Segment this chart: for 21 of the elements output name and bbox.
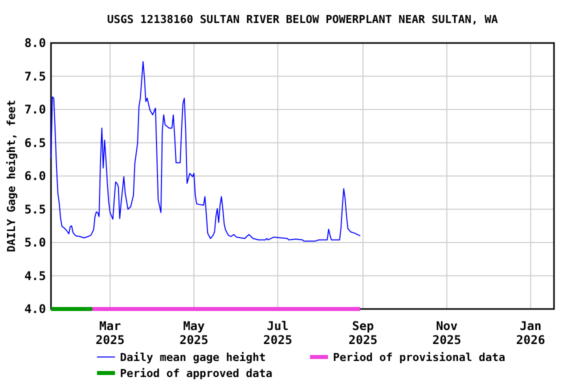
y-tick-label: 4.5	[24, 268, 46, 283]
line-series	[50, 61, 361, 242]
x-tick-label: Jan 2026	[516, 319, 546, 347]
y-tick-label: 7.0	[24, 102, 46, 116]
y-tick-label: 6.5	[24, 136, 46, 150]
chart-title: USGS 12138160 SULTAN RIVER BELOW POWERPLANT NEAR SULTAN, WA	[107, 13, 498, 26]
x-tick-label: Mar 2025	[96, 319, 125, 347]
legend-label: Daily mean gage height	[120, 351, 266, 364]
y-tick-label: 5.5	[24, 202, 46, 216]
legend-label: Period of provisional data	[333, 351, 506, 364]
y-tick-label: 5.0	[24, 236, 46, 250]
y-tick-label: 8.0	[24, 36, 46, 50]
y-tick-label: 4.0	[24, 302, 46, 316]
y-tick-label: 6.0	[24, 169, 46, 183]
y-axis-title: DAILY Gage height, feet	[5, 100, 18, 252]
legend-label: Period of approved data	[120, 367, 272, 380]
x-tick-label: Sep 2025	[348, 319, 378, 347]
x-tick-label: Jul 2025	[263, 319, 292, 347]
y-tick-label: 7.5	[24, 69, 46, 84]
x-tick-label: May 2025	[179, 319, 208, 347]
x-tick-label: Nov 2025	[432, 319, 462, 347]
